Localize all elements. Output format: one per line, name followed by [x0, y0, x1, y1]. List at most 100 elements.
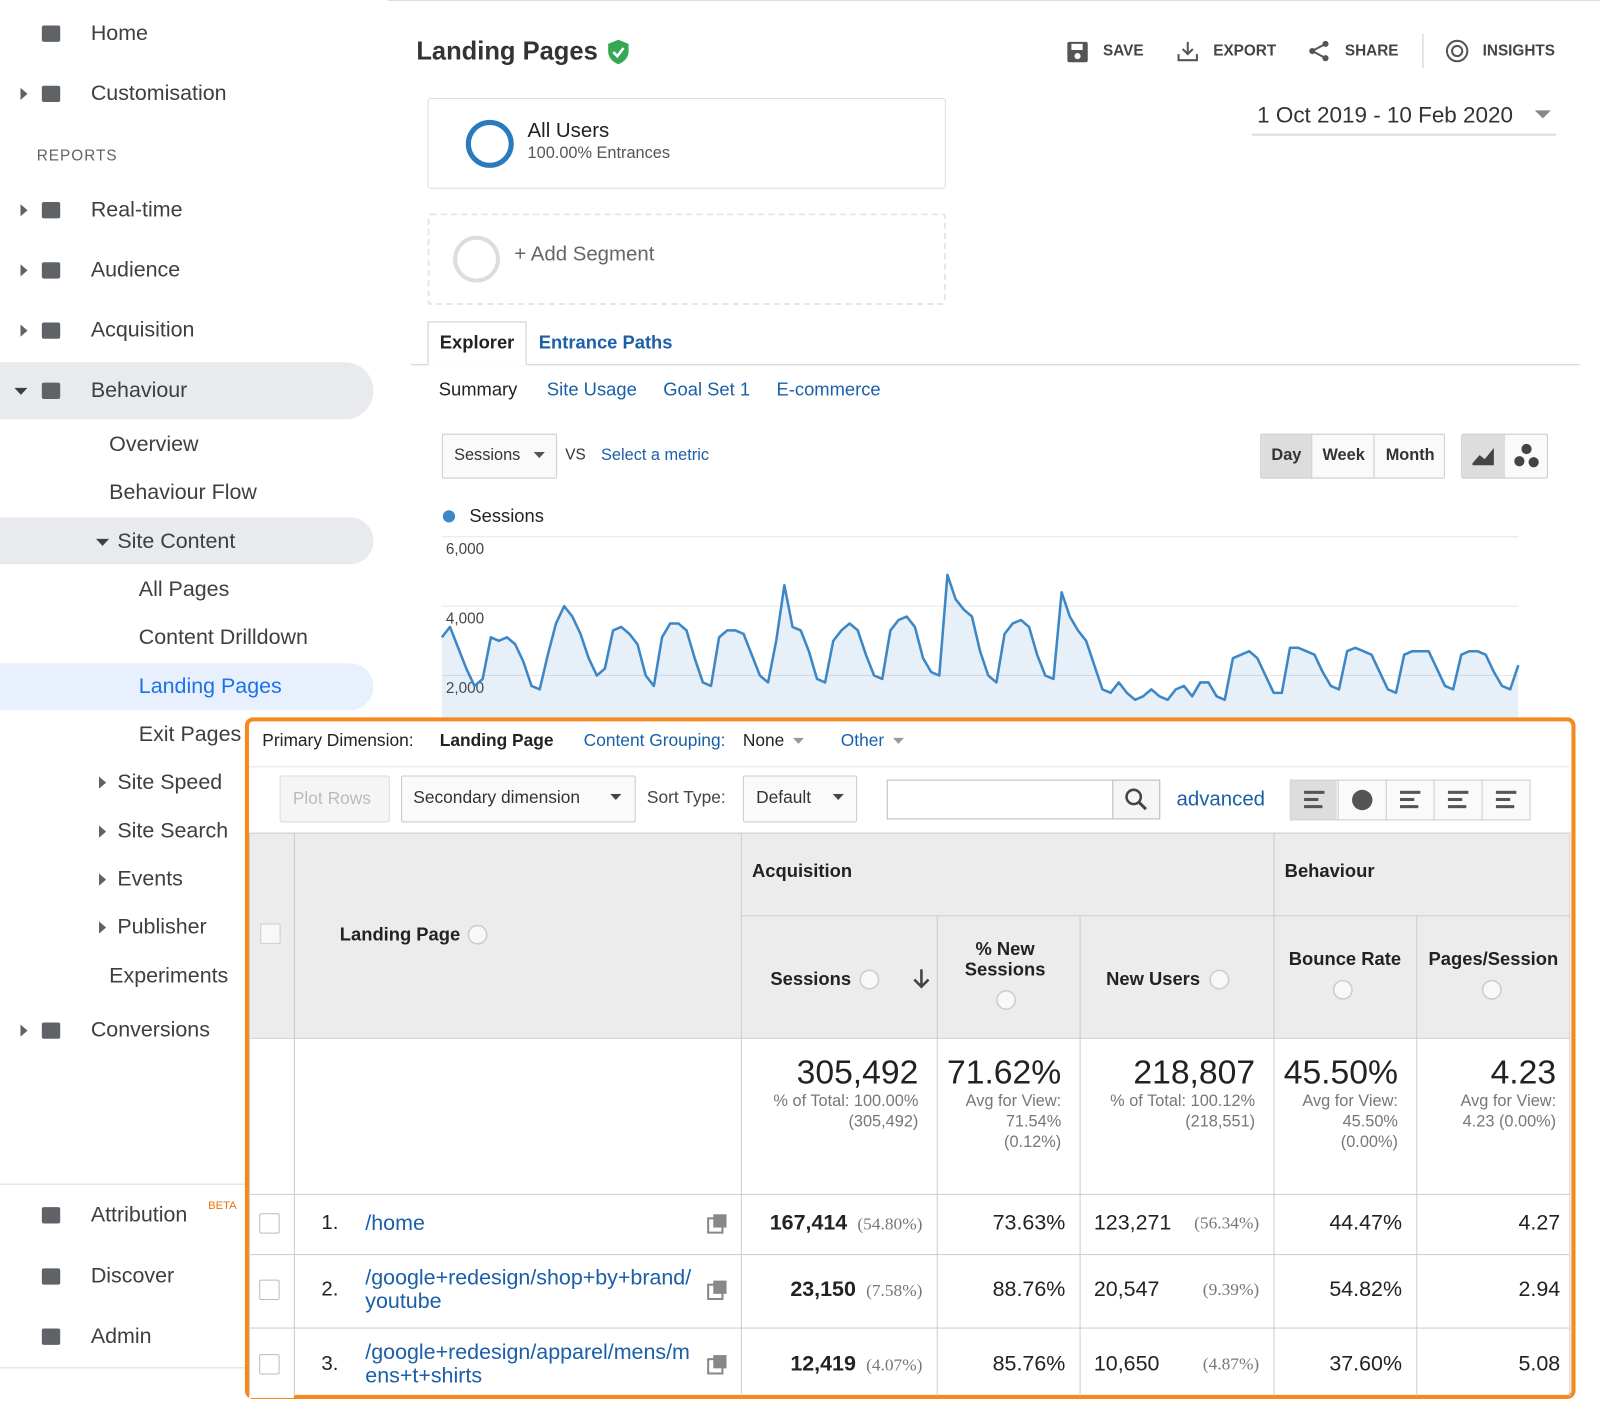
open-page-icon-part [713, 1355, 727, 1369]
grid-line [248, 1037, 1570, 1039]
granularity-button[interactable]: Month [1385, 446, 1435, 465]
help-icon [467, 924, 488, 945]
open-page-icon-part [707, 1283, 724, 1300]
add-segment-card[interactable] [427, 213, 946, 306]
nav-item[interactable]: Site Search [117, 819, 229, 843]
help-icon-part [1332, 979, 1353, 1000]
total-detail: % of Total: 100.12% (218,551) [1110, 1092, 1256, 1131]
subtab[interactable]: Goal Set 1 [663, 379, 751, 400]
divider [1433, 780, 1435, 820]
nav-active-group [0, 517, 374, 565]
export-button[interactable]: EXPORT [1213, 42, 1277, 60]
new-sessions-cell: 73.63% [992, 1211, 1066, 1235]
tab[interactable]: Explorer [439, 332, 515, 353]
nav-item[interactable]: Publisher [117, 915, 207, 939]
column-header[interactable]: Bounce Rate [1288, 948, 1402, 969]
column-header[interactable]: New Users [1106, 968, 1201, 990]
granularity-button[interactable]: Week [1322, 446, 1365, 465]
select-metric[interactable]: Select a metric [601, 446, 709, 465]
nav-item[interactable]: Home [90, 21, 148, 45]
nav-item[interactable]: Audience [90, 258, 181, 282]
help-icon-part [1481, 979, 1502, 1000]
column-header[interactable]: Pages/Session [1428, 948, 1559, 969]
view-icon-part [1399, 797, 1415, 802]
series-line [440, 573, 1520, 702]
nav-item[interactable]: Site Content [117, 529, 236, 554]
insights-button[interactable]: INSIGHTS [1482, 42, 1555, 60]
share-button[interactable]: SHARE [1344, 42, 1399, 60]
landing-page-link[interactable]: /google+redesign/apparel/mens/mens+t+shi… [365, 1340, 690, 1388]
nav-item[interactable]: Discover [90, 1264, 175, 1288]
view-icon-part [1304, 797, 1319, 802]
nav-item[interactable]: Events [117, 867, 183, 891]
nav-caret [98, 873, 107, 886]
nav-item[interactable]: Real-time [90, 197, 183, 222]
nav-icon-part [41, 382, 61, 399]
export-icon [1177, 41, 1198, 62]
nav-item[interactable]: Overview [109, 432, 199, 457]
view-icon-part [1447, 790, 1469, 794]
search-button[interactable] [1112, 779, 1161, 820]
sessions-share: (7.58%) [866, 1280, 923, 1300]
column-header[interactable]: % New Sessions [964, 938, 1046, 980]
tab[interactable]: Entrance Paths [538, 332, 673, 353]
add-segment[interactable]: + Add Segment [514, 243, 655, 266]
sort-arrow-part [913, 969, 930, 989]
nav-item[interactable]: Experiments [109, 964, 229, 988]
nav-item[interactable]: Landing Pages [138, 674, 282, 698]
search-input[interactable] [886, 779, 1161, 820]
nav-item[interactable]: Attribution [90, 1203, 188, 1227]
segment-name: All Users [527, 119, 610, 143]
granularity-button[interactable]: Day [1271, 446, 1302, 465]
help-icon-part [859, 969, 880, 990]
landing-page-link[interactable]: /home [365, 1211, 425, 1236]
sessions-share: (4.07%) [866, 1355, 923, 1375]
nav-item[interactable]: Site Speed [117, 770, 223, 794]
tab-line [411, 364, 1580, 366]
subtab[interactable]: Summary [438, 379, 518, 400]
open-page-icon [707, 1355, 727, 1375]
bounce-rate-cell: 54.82% [1329, 1277, 1403, 1302]
nav-caret [20, 264, 28, 277]
save-button[interactable]: SAVE [1103, 42, 1144, 60]
view-toggle[interactable] [1289, 779, 1531, 821]
column-header[interactable]: Sessions [770, 968, 852, 990]
nav-icon-part [41, 322, 61, 339]
nav-item[interactable]: Admin [90, 1324, 152, 1348]
total-detail: Avg for View: 4.23 (0.00%) [1460, 1092, 1557, 1131]
segment-card[interactable] [427, 97, 946, 189]
column-group: Acquisition [752, 860, 853, 882]
nav-item[interactable]: Exit Pages [138, 722, 242, 746]
grid-line [248, 1193, 1570, 1195]
subtab[interactable]: Site Usage [546, 379, 637, 400]
nav-section-label: REPORTS [36, 147, 118, 165]
save-icon [1067, 41, 1088, 63]
dropdown-caret [1534, 110, 1552, 119]
nav-item[interactable]: Customisation [90, 81, 227, 106]
nav-active-item [0, 663, 374, 711]
secondary-dimension-dropdown[interactable] [401, 775, 636, 823]
subtab[interactable]: E-commerce [776, 379, 881, 400]
divider [1481, 780, 1483, 820]
sort-type-dropdown[interactable] [742, 775, 858, 823]
view-icon [1495, 790, 1517, 809]
nav-icon-part [41, 262, 61, 279]
nav-item[interactable]: All Pages [138, 577, 230, 602]
nav-icon-part [41, 1207, 61, 1224]
date-range[interactable]: 1 Oct 2019 - 10 Feb 2020 [1257, 102, 1513, 128]
nav-item[interactable]: Behaviour [90, 378, 188, 403]
open-page-icon-part [713, 1280, 727, 1294]
sessions-share: (54.80%) [857, 1214, 923, 1234]
search-icon-part [1137, 800, 1147, 811]
nav-item[interactable]: Behaviour Flow [109, 480, 257, 505]
view-icon [1399, 790, 1421, 809]
landing-page-link[interactable]: /google+redesign/shop+by+brand/youtube [365, 1266, 692, 1314]
nav-item[interactable]: Content Drilldown [138, 625, 308, 649]
advanced-link[interactable]: advanced [1176, 788, 1266, 811]
nav-item[interactable]: Conversions [90, 1018, 210, 1042]
insights-icon [1445, 39, 1469, 63]
nav-item[interactable]: Acquisition [90, 318, 195, 342]
open-page-icon [707, 1280, 727, 1300]
sessions-cell: 167,414 (54.80%) [770, 1211, 923, 1235]
